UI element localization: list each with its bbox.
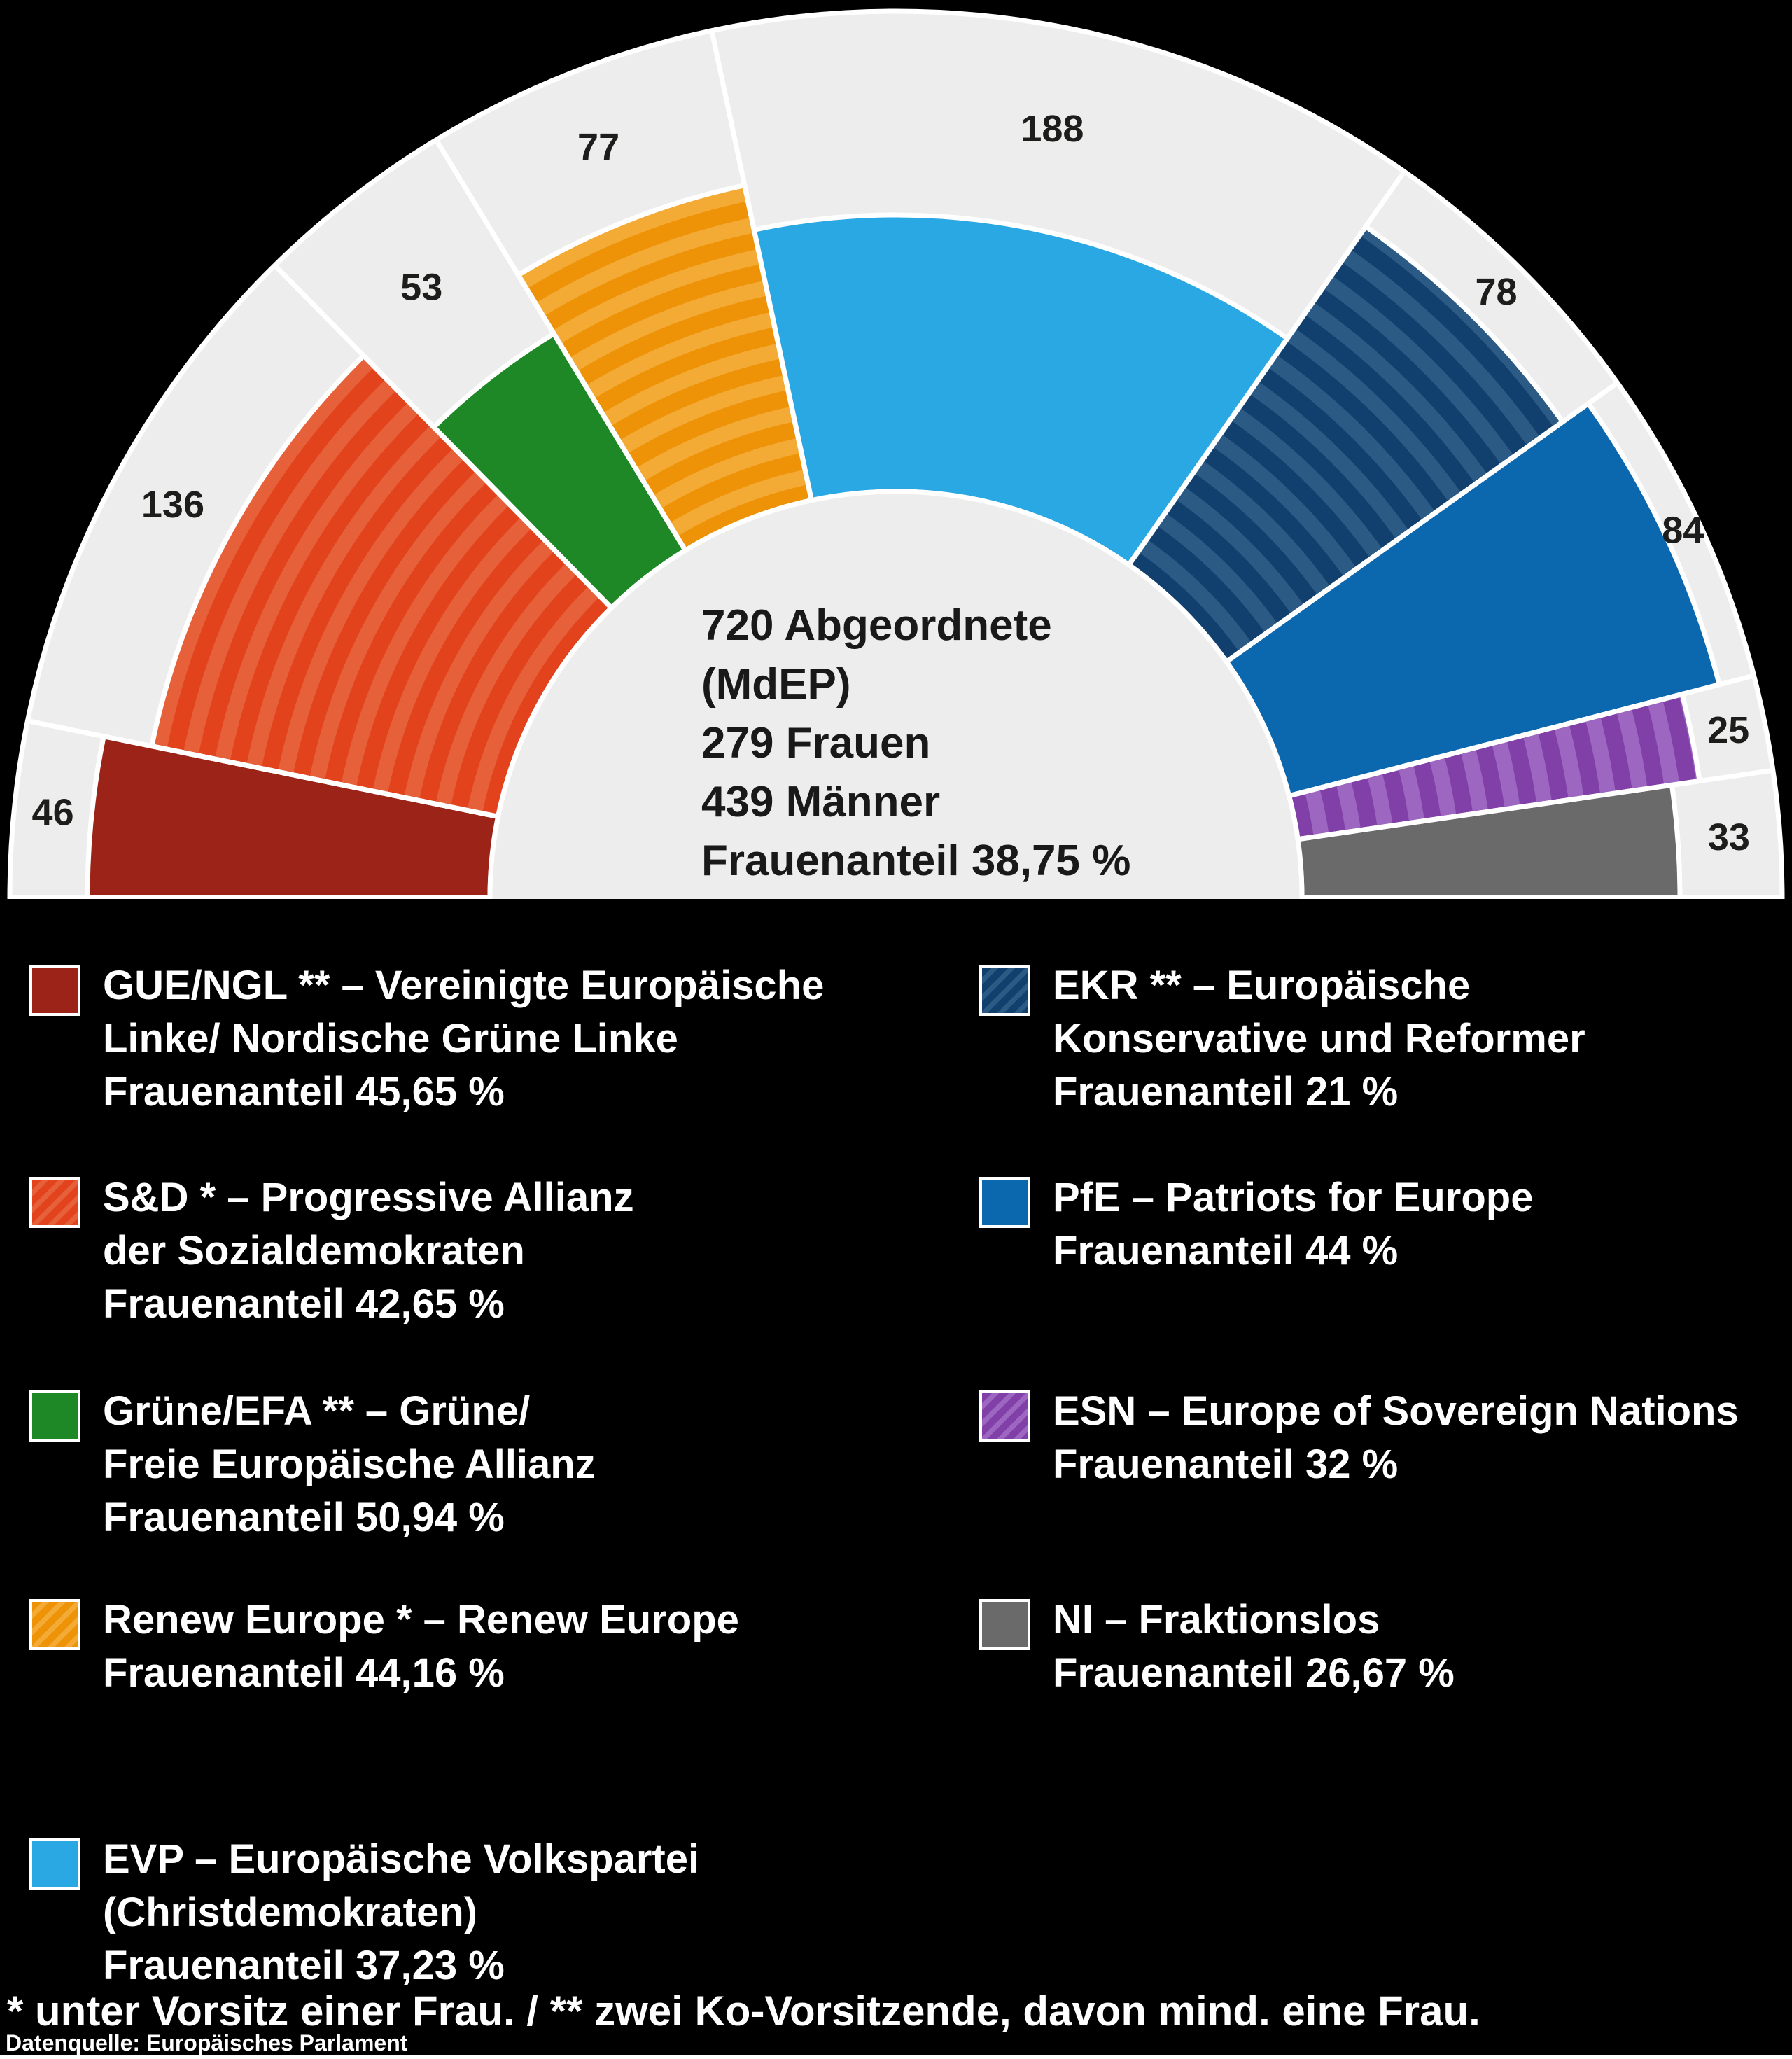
legend-swatch-evp — [29, 1838, 80, 1890]
chart-canvas — [7, 8, 1785, 899]
legend-swatch-ekr — [979, 965, 1030, 1016]
seat-count-label-esn: 25 — [1707, 709, 1749, 751]
seat-count-label-evp: 188 — [1021, 108, 1084, 150]
seat-count-label-renew-europe: 77 — [578, 126, 620, 168]
legend-swatch-gr-ne-efa — [29, 1390, 80, 1442]
legend-swatch-pfe — [979, 1177, 1030, 1228]
chart-center-hole — [487, 489, 1305, 899]
seat-count-label-gr-ne-efa: 53 — [400, 267, 442, 309]
legend-swatch-ni — [979, 1599, 1030, 1650]
seat-count-label-gue-ngl: 46 — [32, 792, 74, 834]
seat-count-label-pfe: 84 — [1662, 510, 1704, 552]
legend-label-renew-europe: Renew Europe * – Renew Europe Frauenante… — [103, 1597, 739, 1696]
source-text: Datenquelle: Europäisches Parlament — [6, 2030, 408, 2055]
legend-swatch-s-d — [29, 1177, 80, 1228]
seat-count-label-s-d: 136 — [141, 484, 204, 526]
legend-swatch-esn — [979, 1390, 1030, 1442]
legend-label-ekr: EKR ** – Europäische Konservative und Re… — [1053, 963, 1586, 1115]
legend-label-ni: NI – Fraktionslos Frauenanteil 26,67 % — [1053, 1597, 1455, 1696]
bottom-border-line — [0, 2055, 1792, 2059]
footnote-text: * unter Vorsitz einer Frau. / ** zwei Ko… — [7, 1988, 1480, 2034]
legend-label-gr-ne-efa: Grüne/EFA ** – Grüne/ Freie Europäische … — [103, 1388, 596, 1540]
legend-swatch-renew-europe — [29, 1599, 80, 1650]
legend-label-s-d: S&D * – Progressive Allianz der Sozialde… — [103, 1175, 634, 1327]
parliament-half-donut-chart: 46 136 53 77 188 78 84 25 33 — [7, 8, 1785, 899]
legend-swatch-gue-ngl — [29, 965, 80, 1016]
legend-label-evp: EVP – Europäische Volkspartei (Christdem… — [103, 1836, 700, 1988]
chart-center-summary: 720 Abgeordnete (MdEP) 279 Frauen 439 Mä… — [701, 601, 1131, 885]
seat-count-label-ni: 33 — [1708, 816, 1750, 858]
legend-label-gue-ngl: GUE/NGL ** – Vereinigte Europäische Link… — [103, 963, 825, 1115]
legend-label-esn: ESN – Europe of Sovereign Nations Frauen… — [1053, 1388, 1739, 1487]
seat-count-label-ekr: 78 — [1475, 271, 1517, 313]
legend-label-pfe: PfE – Patriots for Europe Frauenanteil 4… — [1053, 1175, 1534, 1273]
